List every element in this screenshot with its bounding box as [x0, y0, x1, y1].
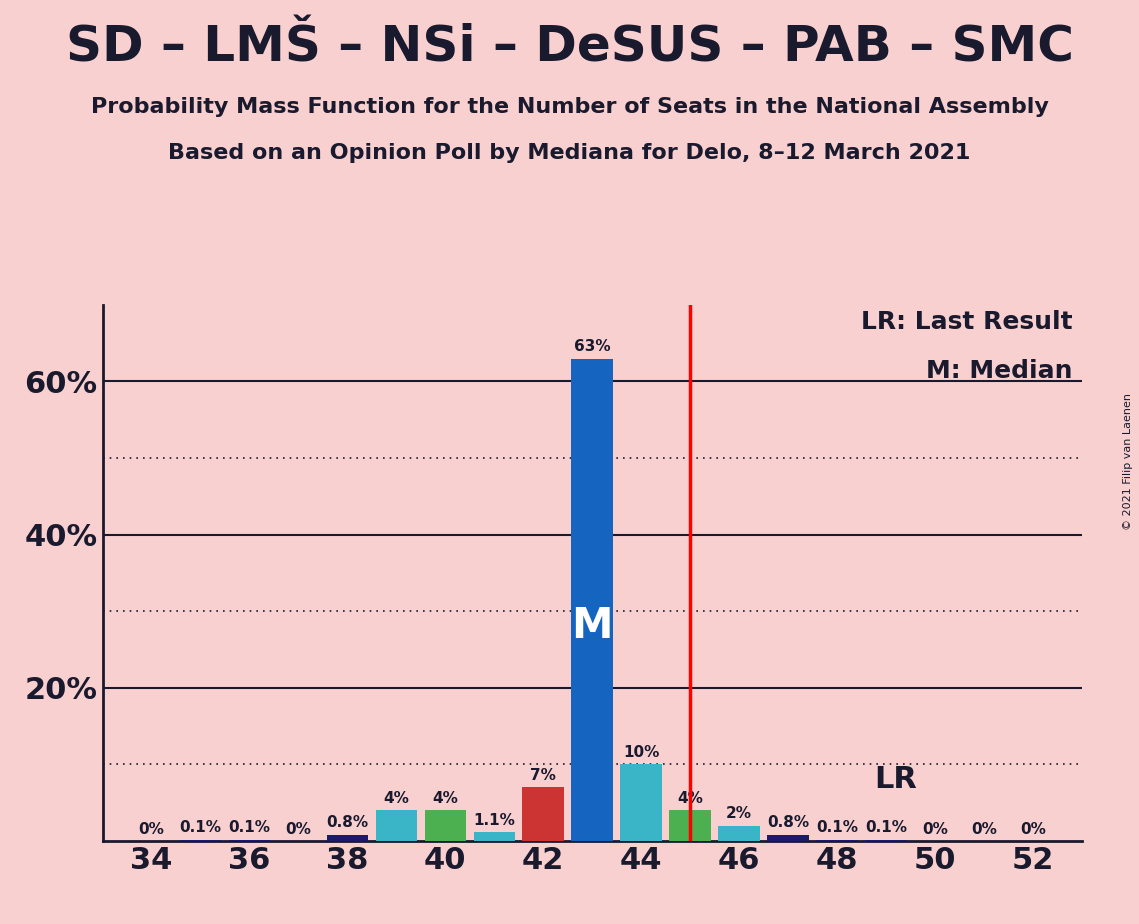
Text: 4%: 4%	[678, 791, 703, 806]
Text: 10%: 10%	[623, 745, 659, 760]
Bar	[572, 359, 613, 841]
Text: 0.1%: 0.1%	[866, 821, 907, 835]
Text: 0%: 0%	[286, 822, 311, 837]
Text: LR: Last Result: LR: Last Result	[861, 310, 1072, 334]
Bar	[474, 833, 515, 841]
Text: 0%: 0%	[923, 822, 948, 837]
Bar	[327, 834, 368, 841]
Bar	[670, 810, 711, 841]
Text: 1.1%: 1.1%	[474, 813, 515, 828]
Text: M: Median: M: Median	[926, 359, 1072, 383]
Text: 0%: 0%	[139, 822, 164, 837]
Bar	[768, 834, 809, 841]
Bar	[425, 810, 466, 841]
Text: 4%: 4%	[433, 791, 458, 806]
Text: 2%: 2%	[727, 806, 752, 821]
Text: 0.8%: 0.8%	[768, 815, 809, 830]
Text: 7%: 7%	[531, 768, 556, 783]
Text: M: M	[572, 605, 613, 648]
Text: 4%: 4%	[384, 791, 409, 806]
Text: Probability Mass Function for the Number of Seats in the National Assembly: Probability Mass Function for the Number…	[91, 97, 1048, 117]
Text: 0%: 0%	[1021, 822, 1046, 837]
Bar	[376, 810, 417, 841]
Bar	[523, 787, 564, 841]
Text: SD – LMŠ – NSi – DeSUS – PAB – SMC: SD – LMŠ – NSi – DeSUS – PAB – SMC	[66, 23, 1073, 71]
Text: 0.1%: 0.1%	[817, 821, 858, 835]
Bar	[719, 825, 760, 841]
Text: 0.8%: 0.8%	[327, 815, 368, 830]
Text: 0.1%: 0.1%	[180, 821, 221, 835]
Text: 0%: 0%	[972, 822, 997, 837]
Bar	[621, 764, 662, 841]
Text: 63%: 63%	[574, 339, 611, 354]
Text: © 2021 Filip van Laenen: © 2021 Filip van Laenen	[1123, 394, 1133, 530]
Text: Based on an Opinion Poll by Mediana for Delo, 8–12 March 2021: Based on an Opinion Poll by Mediana for …	[169, 143, 970, 164]
Text: 0.1%: 0.1%	[229, 821, 270, 835]
Text: LR: LR	[875, 765, 917, 794]
